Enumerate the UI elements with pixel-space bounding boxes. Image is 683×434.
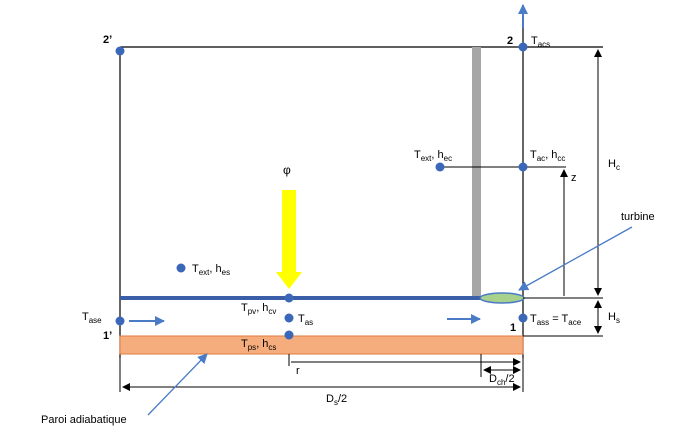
label-2-prime: 2’ [103, 34, 112, 46]
sun-arrow-shaft [282, 190, 296, 272]
chimney-wall [472, 47, 481, 298]
label-t-ext-hec: Text, hec [414, 149, 452, 163]
label-t-ps-hcs: Tps, hcs [241, 338, 276, 352]
node-2 [518, 42, 528, 52]
label-t-ac-hcc: Tac, hcc [530, 149, 565, 163]
label-t-ase: Tase [82, 311, 102, 325]
label-hs: Hs [608, 311, 620, 325]
label-t-as: Tas [298, 313, 313, 327]
label-ds: Ds/2 [326, 393, 347, 407]
label-2: 2 [507, 35, 513, 47]
label-paroi-adiabatique: Paroi adiabatique [41, 414, 127, 426]
label-1-prime: 1’ [103, 330, 112, 342]
label-t-pv-hcv: Tpv, hcv [241, 302, 276, 316]
turbine-pointer [518, 226, 633, 291]
node-1 [518, 313, 528, 323]
label-turbine: turbine [621, 211, 655, 223]
sun-arrow-head [276, 272, 302, 289]
paroi-pointer [147, 353, 208, 416]
label-t-ass-ace: Tass = Tace [530, 313, 582, 327]
label-r: r [296, 365, 300, 377]
node-t-ext-hec [435, 162, 445, 172]
label-hc: Hc [608, 158, 620, 172]
node-t-ext-hes [176, 263, 186, 273]
adiabatic-wall [119, 335, 524, 355]
node-1-prime [115, 316, 125, 326]
node-2-prime [115, 46, 125, 56]
node-t-ac-hcc [518, 162, 528, 172]
label-1: 1 [510, 322, 516, 334]
label-dch: Dch/2 [489, 373, 515, 387]
label-t-acs: Tacs [531, 35, 550, 49]
node-t-ps [284, 330, 294, 340]
node-t-pv [284, 293, 294, 303]
turbine-ellipse [479, 292, 525, 304]
label-phi: φ [283, 163, 291, 177]
label-z: z [571, 172, 577, 184]
node-t-as [284, 313, 294, 323]
label-t-ext-hes: Text, hes [192, 263, 230, 277]
